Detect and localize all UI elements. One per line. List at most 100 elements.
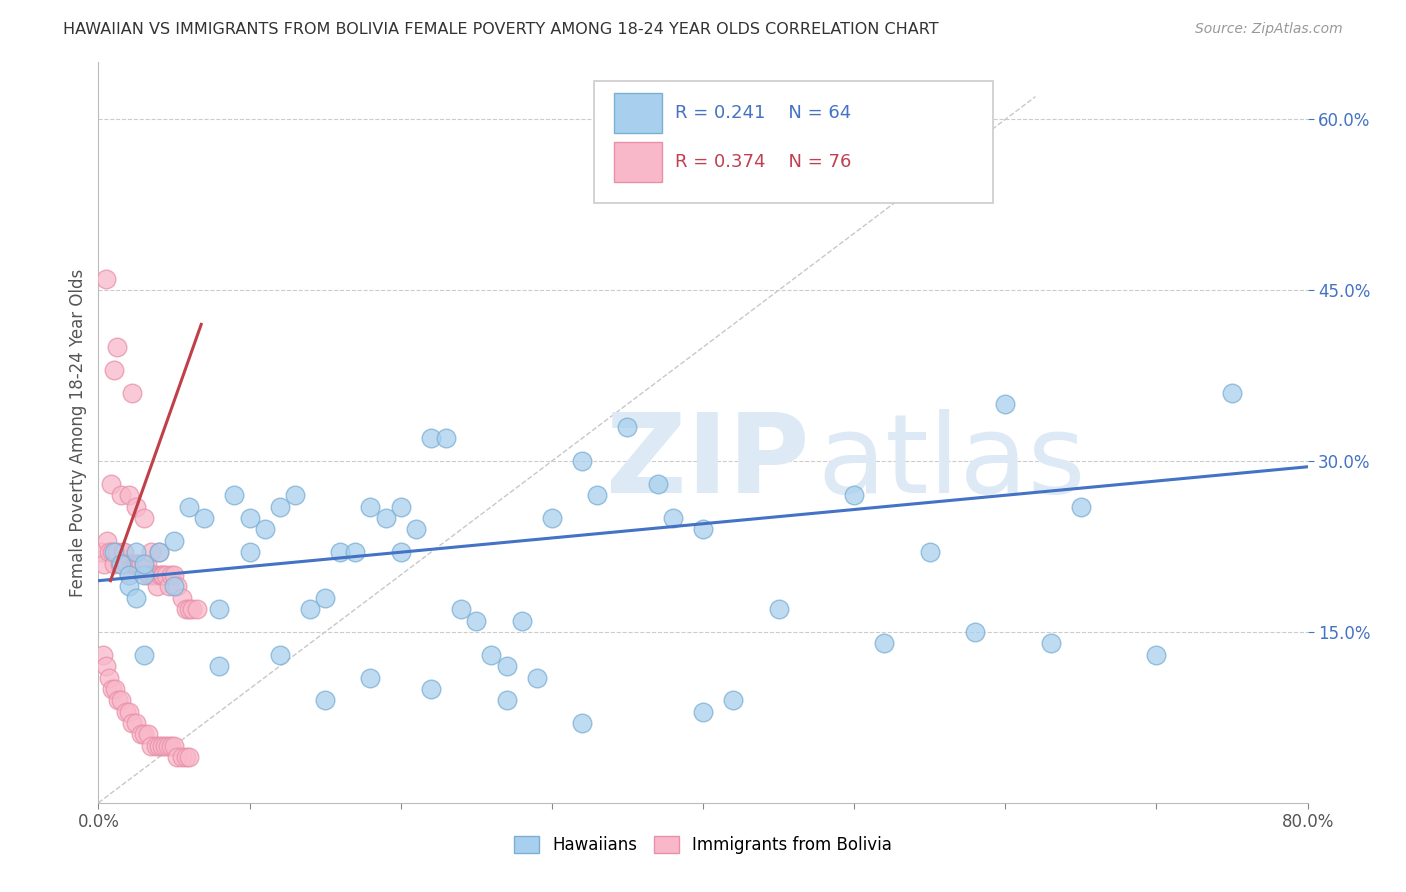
Point (103, 557, 125, 571)
Point (132, 568, 155, 582)
Point (118, 705, 141, 719)
Point (1144, 648, 1167, 662)
Point (153, 739, 176, 753)
Point (170, 591, 193, 605)
Point (329, 545, 352, 559)
Point (135, 557, 157, 571)
Point (136, 568, 159, 582)
Point (98, 545, 121, 559)
Point (174, 750, 197, 764)
Text: ZIP: ZIP (606, 409, 810, 516)
Point (118, 568, 141, 582)
Point (110, 488, 132, 502)
Point (156, 739, 179, 753)
Point (571, 716, 593, 731)
Point (105, 340, 128, 354)
Point (540, 511, 562, 525)
Point (193, 511, 215, 525)
Point (873, 636, 896, 650)
Point (112, 545, 135, 559)
Point (269, 648, 291, 662)
Point (103, 363, 125, 377)
Point (118, 488, 141, 502)
Point (148, 545, 170, 559)
Point (148, 545, 170, 559)
Point (1039, 636, 1062, 650)
Point (586, 488, 609, 502)
Point (965, 624, 987, 639)
FancyBboxPatch shape (613, 143, 662, 182)
Point (145, 739, 167, 753)
Point (114, 557, 136, 571)
Point (344, 545, 367, 559)
Point (163, 579, 186, 593)
Point (129, 557, 152, 571)
Point (918, 545, 941, 559)
Point (1070, 500, 1092, 514)
Point (141, 739, 163, 753)
Point (450, 602, 472, 616)
Text: HAWAIIAN VS IMMIGRANTS FROM BOLIVIA FEMALE POVERTY AMONG 18-24 YEAR OLDS CORRELA: HAWAIIAN VS IMMIGRANTS FROM BOLIVIA FEMA… (63, 22, 939, 37)
Point (93, 557, 115, 571)
Point (163, 739, 186, 753)
Point (125, 557, 148, 571)
Point (163, 533, 186, 548)
FancyBboxPatch shape (613, 93, 662, 133)
Text: R = 0.374    N = 76: R = 0.374 N = 76 (675, 153, 852, 171)
Point (481, 648, 503, 662)
Point (91, 648, 114, 662)
Point (125, 591, 148, 605)
Point (124, 557, 146, 571)
Point (107, 693, 129, 707)
Point (125, 545, 148, 559)
Point (128, 557, 150, 571)
Point (127, 557, 149, 571)
FancyBboxPatch shape (595, 81, 993, 203)
Point (142, 568, 165, 582)
Point (160, 568, 183, 582)
Point (314, 693, 336, 707)
Point (111, 545, 134, 559)
Point (181, 602, 204, 616)
Y-axis label: Female Poverty Among 18-24 Year Olds: Female Poverty Among 18-24 Year Olds (69, 268, 87, 597)
Point (132, 727, 155, 741)
Point (647, 476, 669, 491)
Point (108, 557, 131, 571)
Point (692, 705, 714, 719)
Point (420, 431, 443, 445)
Point (239, 511, 262, 525)
Point (661, 511, 683, 525)
Point (155, 568, 177, 582)
Point (692, 523, 714, 537)
Point (136, 727, 159, 741)
Point (148, 739, 170, 753)
Point (434, 431, 457, 445)
Point (132, 511, 155, 525)
Point (160, 739, 183, 753)
Point (141, 545, 163, 559)
Point (100, 476, 122, 491)
Legend: Hawaiians, Immigrants from Bolivia: Hawaiians, Immigrants from Bolivia (508, 830, 898, 861)
Point (360, 671, 382, 685)
Point (844, 488, 866, 502)
Point (121, 557, 143, 571)
Point (96, 533, 118, 548)
Point (125, 500, 148, 514)
Point (146, 579, 169, 593)
Point (105, 545, 128, 559)
Point (360, 500, 382, 514)
Point (101, 545, 124, 559)
Point (149, 568, 172, 582)
Point (526, 671, 548, 685)
Point (103, 545, 125, 559)
Point (616, 420, 638, 434)
Point (132, 557, 155, 571)
Point (239, 545, 262, 559)
Point (166, 750, 188, 764)
Point (101, 681, 124, 696)
Point (174, 602, 197, 616)
Point (145, 568, 167, 582)
Point (510, 614, 533, 628)
Point (94, 659, 117, 673)
Point (104, 681, 127, 696)
